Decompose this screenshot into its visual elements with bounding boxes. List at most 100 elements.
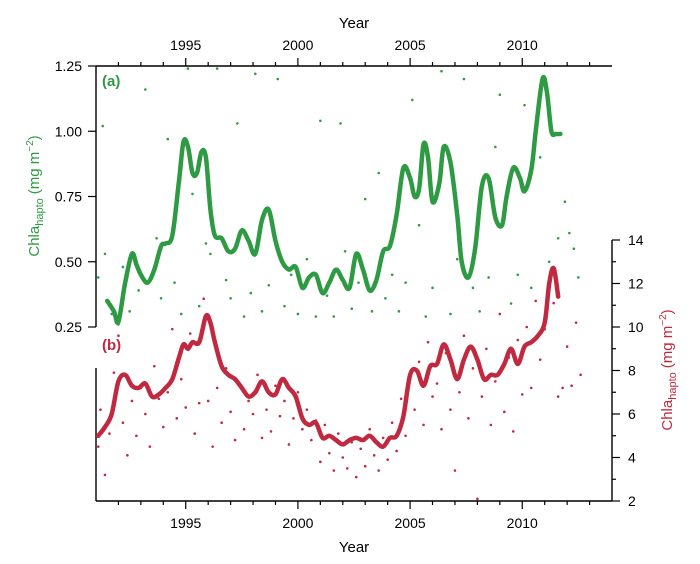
panel-a-point	[224, 278, 228, 282]
bottom-x-tick-label: 2010	[507, 515, 538, 531]
panel-a-point	[332, 315, 336, 318]
panel-b-point	[121, 421, 125, 425]
left-y-axis-title: Chlahapto(mg m−2)	[25, 135, 46, 256]
panel-b-point	[135, 434, 138, 438]
panel-a-point	[478, 310, 481, 313]
panel-a-point	[377, 171, 380, 175]
top-x-tick-label: 2005	[395, 37, 426, 53]
bottom-x-tick-label: 2000	[282, 515, 313, 531]
panel-a-point	[384, 296, 387, 300]
panel-b-point	[229, 410, 232, 414]
panel-b-point	[283, 399, 286, 403]
panel-b-point	[390, 421, 394, 425]
panel-a-point	[204, 242, 208, 245]
panel-a-point	[411, 98, 414, 102]
panel-b-point	[417, 360, 421, 364]
panel-b-point	[99, 408, 102, 411]
panel-b-point	[170, 327, 174, 331]
panel-a-point	[390, 273, 394, 277]
panel-b-point	[534, 299, 538, 303]
panel-a-point	[572, 247, 576, 250]
panel-b-point	[570, 384, 573, 388]
panel-b-point	[556, 395, 560, 398]
panel-a-point	[370, 310, 374, 313]
panel-b-point	[489, 423, 493, 427]
panel-b-point	[188, 332, 192, 335]
right-y-tick-label: 4	[628, 450, 636, 466]
panel-b-point	[449, 408, 452, 411]
panel-b-point	[211, 445, 214, 448]
panel-a-point	[166, 137, 170, 141]
panel-b-point	[480, 395, 484, 398]
left-y-tick-label: 1.25	[55, 58, 82, 74]
panel-b-point	[323, 423, 327, 427]
panel-a-point	[276, 77, 280, 81]
panel-b-point	[296, 390, 300, 394]
panel-b-point	[404, 434, 407, 438]
panel-b-point	[538, 358, 542, 361]
panel-b-point	[494, 380, 497, 383]
panel-b-point	[431, 395, 434, 398]
panel-b-point	[144, 412, 147, 416]
panel-b-point	[184, 406, 188, 409]
left-y-tick-label: 0.50	[55, 254, 82, 270]
panel-a-point	[424, 315, 428, 318]
panel-a-point	[101, 124, 105, 128]
panel-b-point	[462, 334, 466, 338]
panel-b-point	[130, 399, 134, 403]
panel-a-point	[236, 122, 239, 125]
panel-b-point	[157, 397, 161, 401]
panel-a-point	[516, 273, 520, 277]
panel-b-point	[278, 414, 282, 418]
panel-b-point	[413, 408, 416, 411]
panel-a-point	[509, 302, 513, 305]
panel-b-point	[202, 297, 205, 301]
panel-b-point	[319, 460, 322, 464]
panel-b-point	[426, 340, 430, 344]
panel-b-point	[498, 312, 502, 316]
panel-b-point	[206, 399, 210, 403]
panel-b-point	[292, 417, 295, 420]
panel-b-point	[233, 438, 237, 442]
panel-b-point	[336, 432, 340, 435]
panel-b-point	[395, 449, 398, 453]
panel-b-point	[399, 397, 403, 401]
panel-a-point	[343, 250, 347, 253]
panel-b-point	[579, 373, 582, 377]
panel-b-point	[305, 408, 309, 411]
panel-b-point	[287, 443, 291, 446]
panel-a-point	[494, 145, 497, 149]
panel-a-point	[296, 312, 300, 316]
panel-a-point	[155, 236, 158, 240]
panel-a-point	[397, 310, 401, 313]
panel-a-point	[191, 192, 194, 196]
top-x-tick-label: 2000	[282, 37, 313, 53]
left-y-tick-label: 1.00	[55, 123, 82, 139]
panel-a-point	[179, 312, 183, 316]
right-y-ticks: 2 4 6 8 10 12 14	[612, 232, 644, 509]
panel-b-point	[117, 334, 120, 338]
panel-b-point	[301, 427, 304, 431]
panel-b-point	[511, 430, 515, 433]
panel-b-point	[552, 301, 555, 305]
bottom-x-tick-label: 2005	[395, 515, 426, 531]
panel-a-point	[144, 88, 147, 91]
left-y-tick-label: 0.75	[55, 189, 82, 205]
left-y-tick-label: 0.25	[55, 319, 82, 335]
panel-b-point	[242, 427, 246, 431]
panel-a-point	[363, 197, 367, 201]
panel-b-point	[381, 436, 385, 440]
panel-a-point	[523, 103, 526, 107]
panel-b-point	[345, 467, 349, 470]
panel-b-point	[574, 321, 578, 324]
bottom-x-ticks: 1995 2000 2005 2010	[117, 501, 591, 531]
panel-a-point	[314, 315, 318, 318]
panel-b-smoothed-line	[95, 265, 561, 449]
panel-b-point	[485, 347, 488, 351]
panel-b-point	[386, 458, 389, 461]
panel-a-point	[249, 291, 253, 295]
right-y-tick-label: 8	[628, 363, 636, 379]
panel-a-point	[404, 281, 407, 284]
panel-a-point	[498, 93, 502, 97]
